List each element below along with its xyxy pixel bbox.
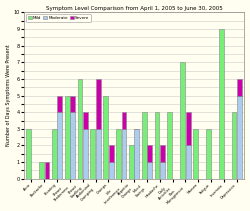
Bar	[180, 62, 185, 179]
Bar	[70, 96, 75, 112]
Bar	[83, 112, 88, 129]
Bar	[90, 129, 95, 179]
Title: Symptom Level Comparison from April 1, 2005 to June 30, 2005: Symptom Level Comparison from April 1, 2…	[46, 5, 223, 11]
Bar	[109, 162, 114, 179]
Bar	[193, 129, 198, 179]
Bar	[129, 145, 134, 179]
Bar	[154, 112, 160, 179]
Bar	[168, 112, 172, 179]
Bar	[116, 129, 121, 179]
Bar	[70, 112, 75, 179]
Bar	[122, 129, 126, 179]
Bar	[160, 145, 165, 162]
Bar	[237, 96, 242, 179]
Bar	[142, 112, 146, 179]
Bar	[58, 96, 62, 112]
Bar	[52, 129, 57, 179]
Bar	[78, 79, 82, 179]
Bar	[232, 112, 236, 179]
Bar	[39, 162, 44, 179]
Bar	[96, 129, 101, 179]
Bar	[206, 129, 211, 179]
Bar	[96, 79, 101, 129]
Bar	[65, 96, 70, 179]
Bar	[160, 162, 165, 179]
Bar	[109, 145, 114, 162]
Bar	[186, 112, 190, 145]
Bar	[103, 96, 108, 179]
Bar	[83, 129, 88, 179]
Bar	[26, 129, 31, 179]
Bar	[219, 29, 224, 179]
Bar	[186, 145, 190, 179]
Legend: Mild, Moderate, Severe: Mild, Moderate, Severe	[26, 14, 91, 22]
Bar	[134, 129, 139, 179]
Y-axis label: Number of Days Symptoms Were Present: Number of Days Symptoms Were Present	[6, 45, 10, 146]
Bar	[147, 145, 152, 162]
Bar	[58, 112, 62, 179]
Bar	[147, 162, 152, 179]
Bar	[44, 162, 50, 179]
Bar	[122, 112, 126, 129]
Bar	[237, 79, 242, 96]
